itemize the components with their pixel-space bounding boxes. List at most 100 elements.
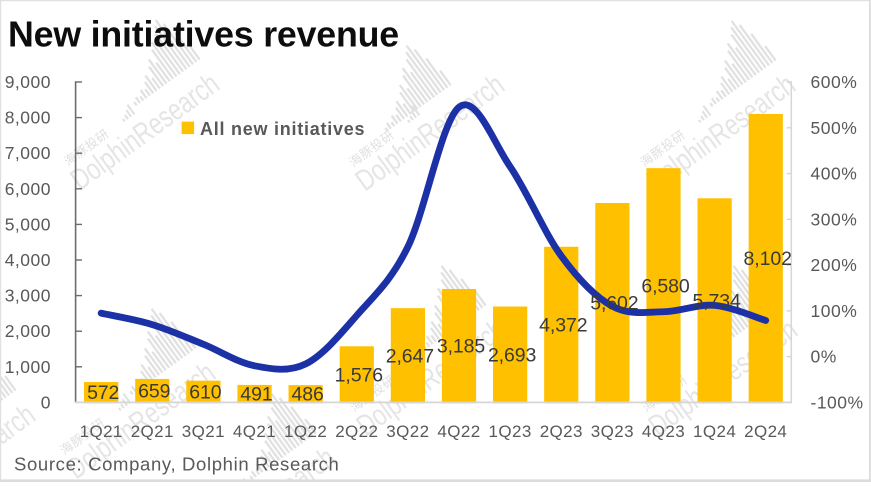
bar-value-label: 572	[87, 382, 119, 404]
watermark-cjk-text	[348, 129, 394, 167]
bar-value-label: 5,602	[590, 293, 638, 315]
bar-value-label: 8,102	[744, 248, 792, 270]
category-label: 3Q22	[386, 422, 429, 441]
plot-area: 9,000 8,000 7,000 6,000 5,000 4,000 3,000 2,000…	[5, 72, 864, 441]
left-axis-label: 4,000	[5, 250, 51, 270]
bar-2Q22	[339, 346, 374, 404]
watermark-cjk-glyph	[80, 425, 96, 441]
right-axis-label: -100%	[811, 392, 864, 412]
category-label: 1Q22	[284, 422, 327, 441]
bar-1Q22	[288, 385, 323, 404]
bar-1Q24	[697, 198, 732, 404]
bar-1Q23	[493, 306, 528, 404]
watermark-cjk-glyph	[90, 417, 105, 432]
watermark-cjk-glyph	[73, 143, 88, 159]
watermark-cjk-text	[59, 417, 105, 455]
bar-4Q23	[646, 168, 681, 404]
right-axis-label: 600%	[811, 72, 858, 92]
bar-2Q21	[135, 378, 170, 404]
left-axis-label: 1,000	[5, 357, 51, 377]
watermark-cjk-glyph	[370, 382, 386, 398]
bar-4Q22	[441, 289, 477, 404]
right-axis-label: 300%	[811, 209, 858, 229]
bar-value-label: 1,576	[335, 364, 383, 386]
bar-value-label: 6,580	[641, 275, 690, 297]
growth-line	[97, 101, 770, 373]
watermark-logo	[0, 350, 17, 401]
bar-value-label: 2,647	[386, 345, 434, 367]
watermark-cjk-text	[63, 128, 109, 166]
watermark-logo	[709, 20, 777, 108]
watermark-mini-logo	[122, 104, 136, 123]
watermark-cjk-glyph	[380, 374, 395, 389]
bar-value-label: 659	[138, 381, 170, 403]
chart-title: New initiatives revenue	[8, 13, 399, 54]
category-label: 2Q21	[131, 422, 174, 441]
bar-4Q21	[237, 384, 272, 404]
bar-value-label: 486	[291, 384, 323, 406]
left-axis-label: 9,000	[5, 72, 51, 92]
category-label: 1Q24	[693, 422, 736, 441]
bar-series	[84, 113, 783, 404]
watermark-mini-logo	[407, 105, 421, 124]
watermark-cjk-glyph	[358, 144, 373, 160]
watermark-cjk-glyph	[660, 137, 676, 153]
bar-value-label: 4,372	[539, 315, 587, 337]
right-axis-label: 400%	[811, 164, 858, 184]
bar-3Q22	[390, 308, 425, 404]
right-axis-label: 0%	[811, 347, 837, 367]
category-label: 2Q23	[540, 422, 583, 441]
source-note: Source: Company, Dolphin Research	[14, 454, 339, 475]
category-label: 2Q24	[744, 422, 787, 441]
left-axis-label: 8,000	[5, 108, 51, 128]
category-label: 1Q23	[489, 422, 532, 441]
left-axis-label: 2,000	[5, 321, 51, 341]
category-label: 3Q21	[182, 422, 225, 441]
bar-value-label: 491	[240, 384, 272, 406]
left-axis-label: 6,000	[5, 179, 51, 199]
category-label: 3Q23	[591, 422, 634, 441]
watermark-logo	[249, 393, 317, 481]
legend-label: All new initiatives	[200, 119, 365, 139]
watermark-cjk-glyph	[84, 136, 100, 152]
legend-marker	[181, 121, 195, 135]
left-axis-label: 5,000	[5, 214, 51, 234]
right-axis-label: 200%	[811, 255, 858, 275]
watermark-cjk-glyph	[649, 144, 664, 160]
left-axis-label: 7,000	[5, 143, 51, 163]
axes: 9,000 8,000 7,000 6,000 5,000 4,000 3,000 2,000…	[5, 72, 864, 412]
legend: All new initiatives	[181, 119, 365, 139]
watermark-logo	[133, 19, 201, 107]
watermark-layer: DolphinResearch DolphinResearch DolphinRes…	[0, 19, 803, 487]
bar-value-label: 2,693	[488, 345, 536, 367]
category-label: 4Q21	[233, 422, 276, 441]
right-axis-label: 500%	[811, 118, 858, 138]
watermark-cjk-glyph	[639, 152, 654, 167]
left-axis-label: 3,000	[5, 286, 51, 306]
category-label: 1Q21	[80, 422, 123, 441]
watermark-cjk-glyph	[670, 129, 685, 144]
bar-value-label: 3,185	[437, 336, 486, 358]
bar-2Q24	[748, 113, 783, 404]
watermark-logo	[384, 44, 452, 132]
watermark-cjk-glyph	[69, 432, 84, 448]
left-axis-label: 0	[41, 392, 51, 412]
watermark-cjk-glyph	[379, 129, 394, 144]
category-label: 2Q22	[335, 422, 378, 441]
right-axis-label: 100%	[811, 301, 858, 321]
watermark-cjk-text	[639, 129, 685, 167]
watermark-cjk-glyph	[348, 152, 363, 167]
category-label: 4Q23	[642, 422, 685, 441]
watermark-cjk-glyph	[369, 137, 385, 153]
bar-1Q21	[84, 382, 119, 404]
watermark-cjk-glyph	[94, 128, 109, 143]
watermark-cjk-glyph	[63, 151, 78, 166]
bar-value-label: 5,734	[692, 290, 741, 312]
bar-value-label: 610	[189, 382, 221, 404]
watermark-mini-logo	[698, 105, 712, 124]
watermark-cjk-glyph	[59, 440, 74, 455]
category-label: 4Q22	[437, 422, 480, 441]
bar-3Q21	[186, 380, 221, 404]
